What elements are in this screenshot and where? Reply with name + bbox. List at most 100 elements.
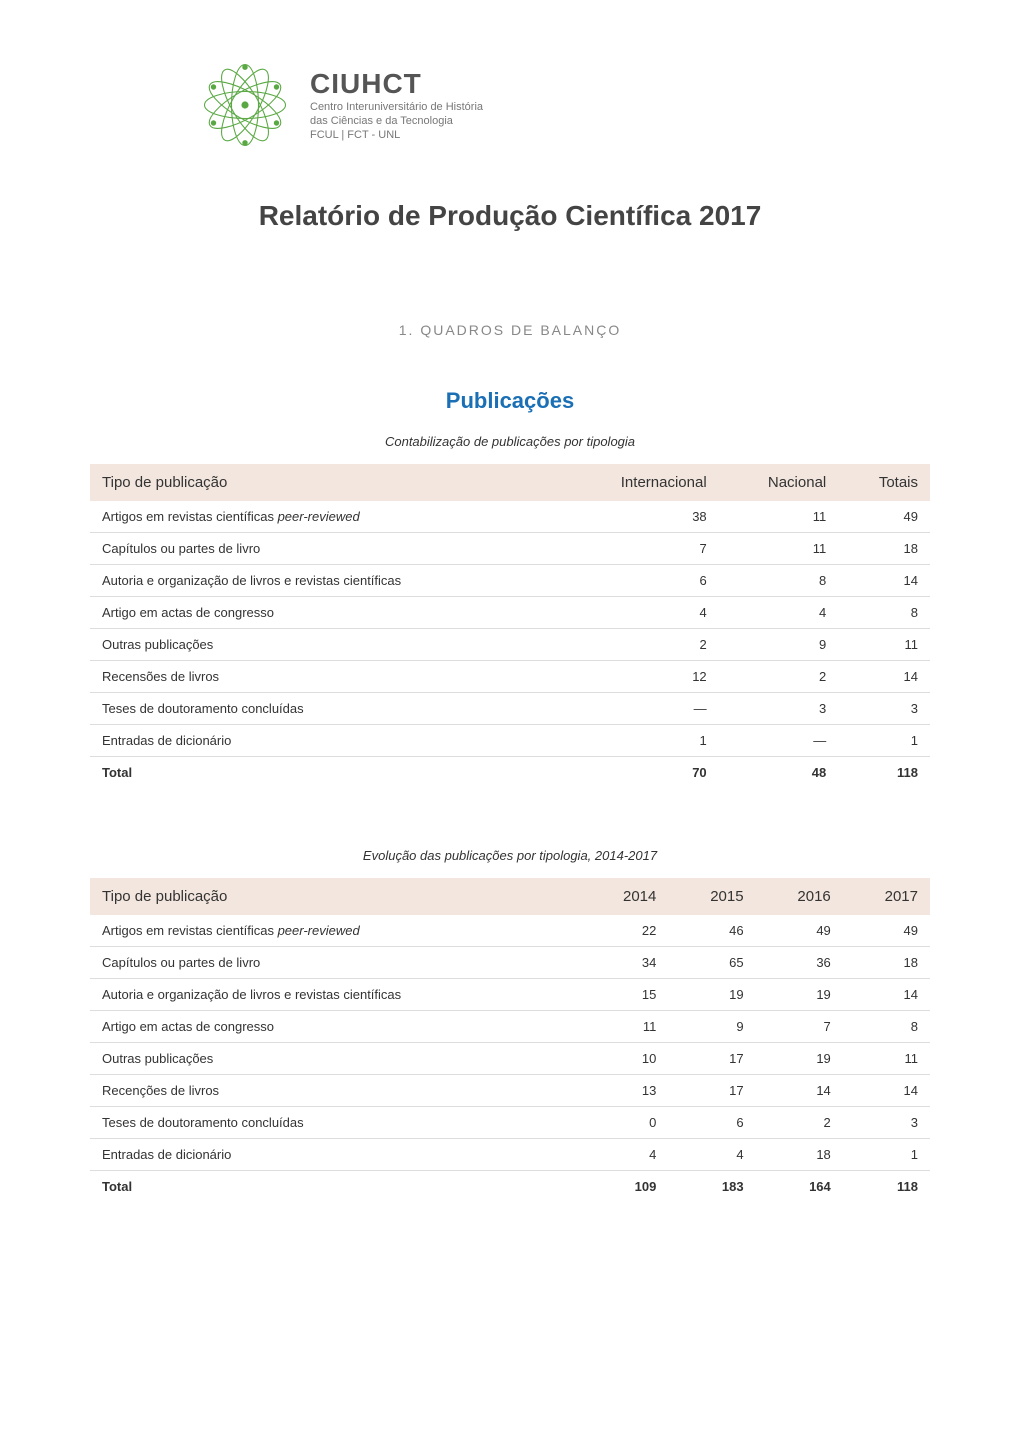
row-label: Artigos em revistas científicas peer-rev… — [90, 501, 559, 533]
row-label: Entradas de dicionário — [90, 1139, 581, 1171]
logo-icon — [200, 60, 290, 150]
logo-title: CIUHCT — [310, 68, 483, 100]
table-row: Teses de doutoramento concluídas—33 — [90, 693, 930, 725]
table-row: Outras publicações10171911 — [90, 1043, 930, 1075]
row-value: 18 — [756, 1139, 843, 1171]
table2: Tipo de publicação 2014 2015 2016 2017 A… — [90, 878, 930, 1202]
table2-header-row: Tipo de publicação 2014 2015 2016 2017 — [90, 878, 930, 915]
table2-col-2: 2015 — [668, 878, 755, 915]
table-row: Entradas de dicionário1—1 — [90, 725, 930, 757]
row-value: 9 — [668, 1011, 755, 1043]
row-value: 13 — [581, 1075, 668, 1107]
row-value: 46 — [668, 915, 755, 947]
row-value: 49 — [843, 915, 930, 947]
table1-col-0: Tipo de publicação — [90, 464, 559, 501]
table-row: Autoria e organização de livros e revist… — [90, 979, 930, 1011]
table2-col-0: Tipo de publicação — [90, 878, 581, 915]
table-row: Recenções de livros13171414 — [90, 1075, 930, 1107]
table-row: Capítulos ou partes de livro71118 — [90, 533, 930, 565]
table1-col-3: Totais — [838, 464, 930, 501]
total-value: 183 — [668, 1171, 755, 1203]
total-value: 70 — [559, 757, 719, 789]
row-value: 18 — [838, 533, 930, 565]
row-value: 14 — [838, 661, 930, 693]
table-row: Autoria e organização de livros e revist… — [90, 565, 930, 597]
row-value: 3 — [843, 1107, 930, 1139]
table1-col-1: Internacional — [559, 464, 719, 501]
row-value: 14 — [756, 1075, 843, 1107]
row-value: 19 — [756, 1043, 843, 1075]
logo-subtitle-1: Centro Interuniversitário de História — [310, 100, 483, 114]
section-heading: Publicações — [90, 388, 930, 414]
row-value: 4 — [581, 1139, 668, 1171]
row-value: 0 — [581, 1107, 668, 1139]
row-value: 65 — [668, 947, 755, 979]
table2-col-1: 2014 — [581, 878, 668, 915]
table1: Tipo de publicação Internacional Naciona… — [90, 464, 930, 788]
total-value: 118 — [838, 757, 930, 789]
row-label: Capítulos ou partes de livro — [90, 947, 581, 979]
row-value: 22 — [581, 915, 668, 947]
row-label: Capítulos ou partes de livro — [90, 533, 559, 565]
row-value: 49 — [756, 915, 843, 947]
total-row: Total7048118 — [90, 757, 930, 789]
row-label: Artigo em actas de congresso — [90, 597, 559, 629]
row-value: 11 — [581, 1011, 668, 1043]
row-value: 6 — [668, 1107, 755, 1139]
table2-col-3: 2016 — [756, 878, 843, 915]
table1-col-2: Nacional — [719, 464, 839, 501]
row-value: 17 — [668, 1043, 755, 1075]
row-value: 7 — [559, 533, 719, 565]
total-label: Total — [90, 1171, 581, 1203]
row-value: 19 — [756, 979, 843, 1011]
table1-caption: Contabilização de publicações por tipolo… — [90, 434, 930, 449]
row-value: 1 — [838, 725, 930, 757]
row-value: — — [719, 725, 839, 757]
table-row: Capítulos ou partes de livro34653618 — [90, 947, 930, 979]
row-value: 8 — [838, 597, 930, 629]
table-row: Outras publicações2911 — [90, 629, 930, 661]
row-value: 6 — [559, 565, 719, 597]
row-value: 11 — [719, 533, 839, 565]
row-label: Autoria e organização de livros e revist… — [90, 565, 559, 597]
row-value: 11 — [719, 501, 839, 533]
row-value: 18 — [843, 947, 930, 979]
row-value: 11 — [838, 629, 930, 661]
row-value: 4 — [719, 597, 839, 629]
row-label: Entradas de dicionário — [90, 725, 559, 757]
table-row: Artigos em revistas científicas peer-rev… — [90, 501, 930, 533]
row-value: 14 — [843, 979, 930, 1011]
logo-subtitle-3: FCUL | FCT - UNL — [310, 128, 483, 142]
table-row: Artigos em revistas científicas peer-rev… — [90, 915, 930, 947]
row-value: 2 — [719, 661, 839, 693]
row-label: Outras publicações — [90, 1043, 581, 1075]
table-row: Artigo em actas de congresso448 — [90, 597, 930, 629]
table-row: Artigo em actas de congresso11978 — [90, 1011, 930, 1043]
row-value: 1 — [843, 1139, 930, 1171]
row-value: 8 — [843, 1011, 930, 1043]
row-value: 11 — [843, 1043, 930, 1075]
total-label: Total — [90, 757, 559, 789]
row-value: 1 — [559, 725, 719, 757]
row-value: 15 — [581, 979, 668, 1011]
row-value: 8 — [719, 565, 839, 597]
row-value: — — [559, 693, 719, 725]
row-value: 14 — [838, 565, 930, 597]
row-value: 17 — [668, 1075, 755, 1107]
row-value: 36 — [756, 947, 843, 979]
row-label: Teses de doutoramento concluídas — [90, 693, 559, 725]
row-value: 14 — [843, 1075, 930, 1107]
table-row: Entradas de dicionário44181 — [90, 1139, 930, 1171]
row-value: 3 — [719, 693, 839, 725]
total-value: 109 — [581, 1171, 668, 1203]
row-value: 7 — [756, 1011, 843, 1043]
row-value: 12 — [559, 661, 719, 693]
row-value: 34 — [581, 947, 668, 979]
table2-caption: Evolução das publicações por tipologia, … — [90, 848, 930, 863]
total-value: 164 — [756, 1171, 843, 1203]
header: CIUHCT Centro Interuniversitário de Hist… — [90, 60, 930, 150]
page-title: Relatório de Produção Científica 2017 — [90, 200, 930, 232]
row-label: Artigo em actas de congresso — [90, 1011, 581, 1043]
row-label: Outras publicações — [90, 629, 559, 661]
row-label: Recenções de livros — [90, 1075, 581, 1107]
